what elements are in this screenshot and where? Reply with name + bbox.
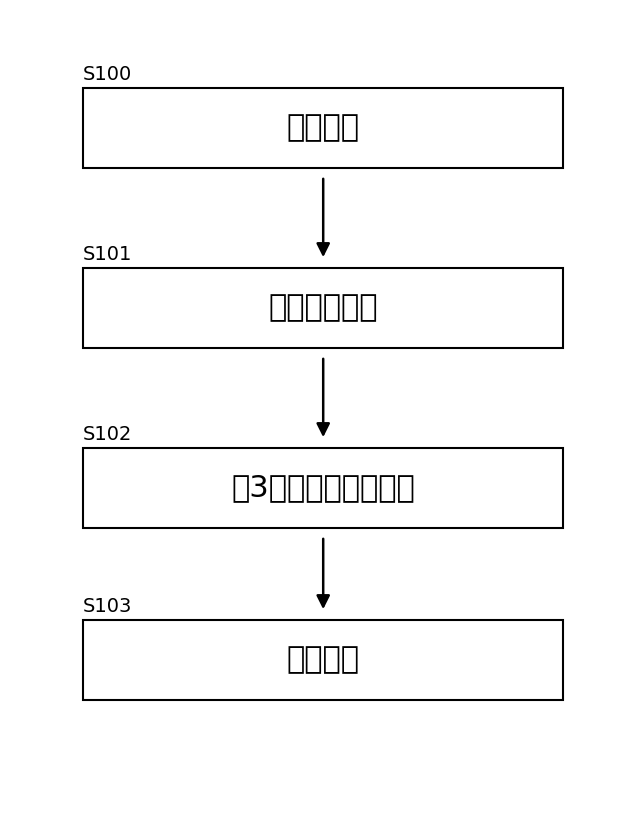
Text: S101: S101 — [83, 245, 132, 264]
Bar — [83, 448, 563, 528]
Bar — [83, 620, 563, 700]
Text: S103: S103 — [83, 597, 132, 616]
Bar — [83, 88, 563, 168]
Text: 充填工程: 充填工程 — [287, 114, 360, 143]
Text: 加熱調理工程: 加熱調理工程 — [268, 293, 378, 322]
Text: 第3コーティング工程: 第3コーティング工程 — [231, 474, 415, 503]
Bar — [83, 268, 563, 348]
Text: S102: S102 — [83, 425, 132, 444]
Text: 梱包工程: 梱包工程 — [287, 645, 360, 675]
Text: S100: S100 — [83, 65, 132, 84]
